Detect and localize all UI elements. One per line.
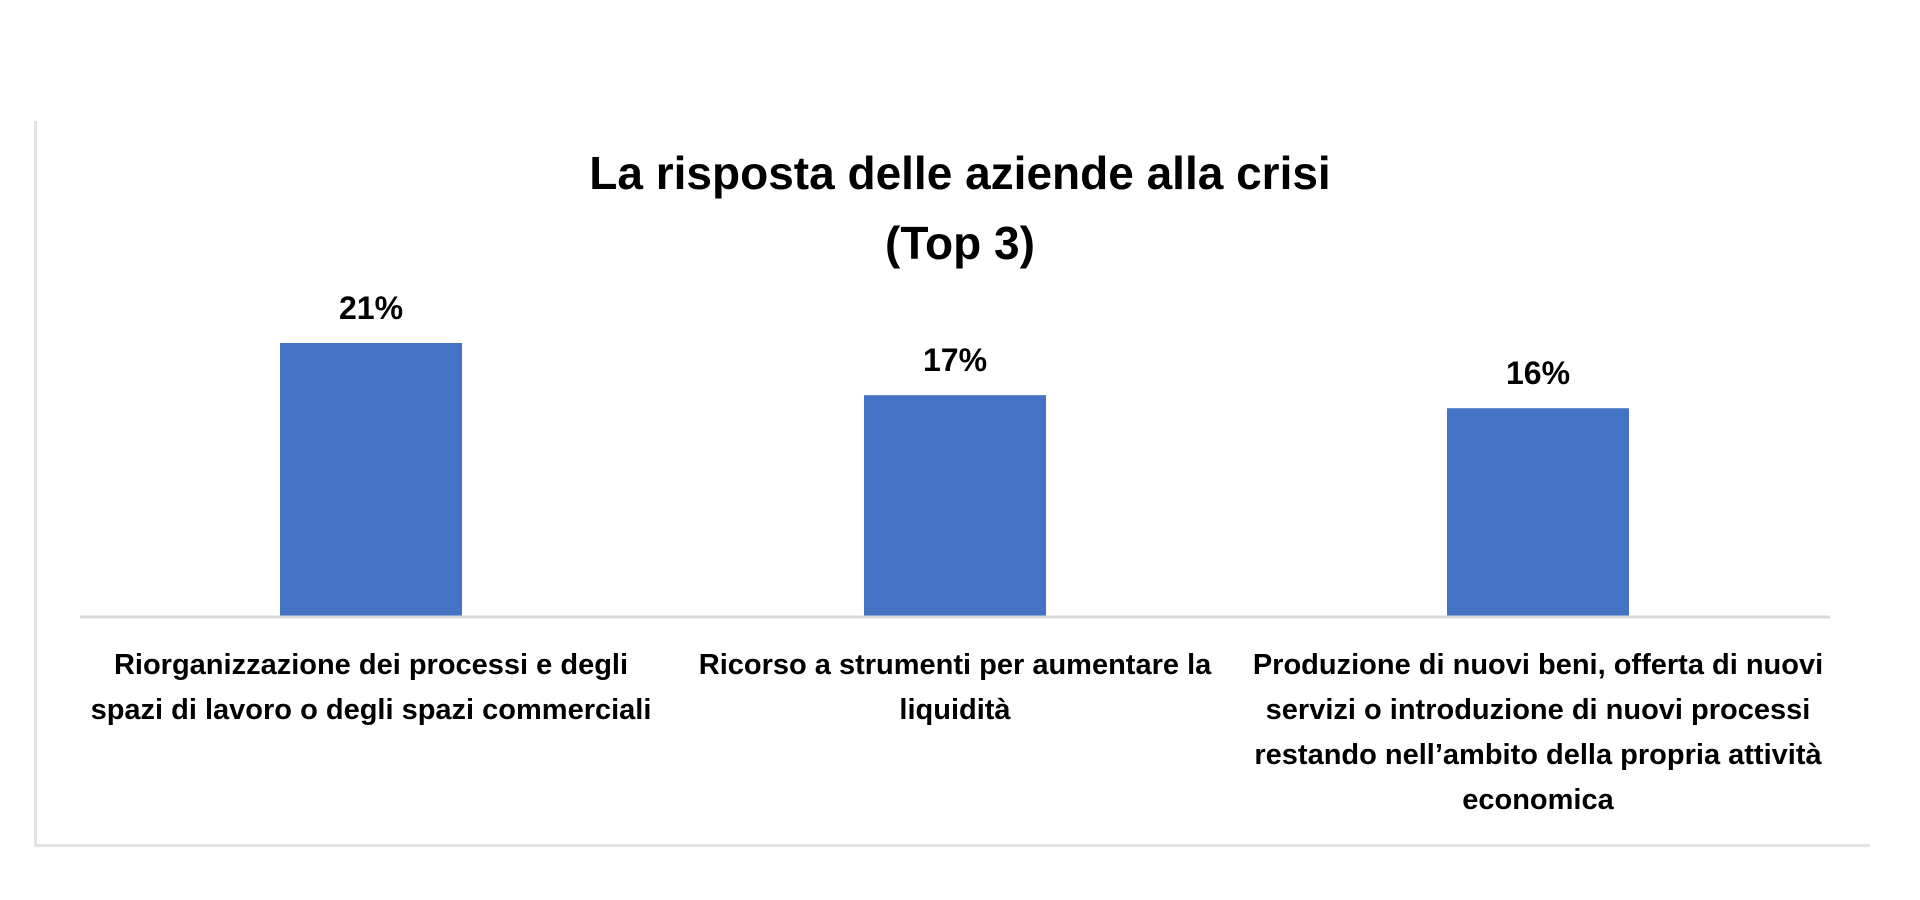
bar-1 bbox=[280, 343, 462, 617]
category-label-1: Riorganizzazione dei processi e degli sp… bbox=[90, 649, 652, 726]
value-label-1: 21% bbox=[339, 290, 403, 326]
chart-title-block: La risposta delle aziende alla crisi (To… bbox=[0, 138, 1920, 278]
bar-2 bbox=[864, 395, 1046, 617]
value-labels-layer: 21% 17% 16% bbox=[339, 290, 1570, 391]
category-label-2: Ricorso a strumenti per aumentare la liq… bbox=[698, 649, 1212, 726]
value-label-3: 16% bbox=[1506, 355, 1570, 391]
bar-3 bbox=[1447, 408, 1629, 617]
value-label-2: 17% bbox=[923, 342, 987, 378]
category-label-3: Produzione di nuovi beni, offerta di nuo… bbox=[1252, 649, 1824, 816]
chart-title: La risposta delle aziende alla crisi bbox=[589, 147, 1331, 199]
chart-subtitle: (Top 3) bbox=[885, 217, 1035, 269]
chart-frame bbox=[34, 121, 1870, 847]
bars-layer bbox=[280, 343, 1629, 617]
